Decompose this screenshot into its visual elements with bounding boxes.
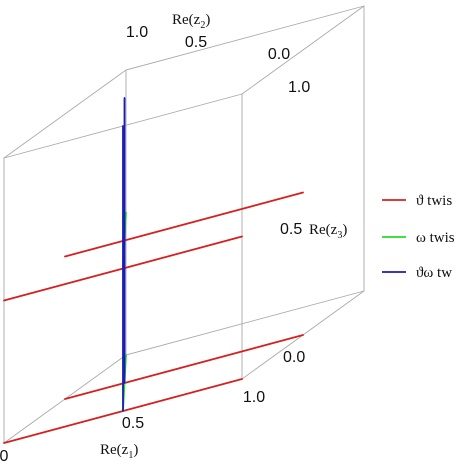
legend-label: ϑ twis	[416, 193, 452, 209]
z-tick-label: 1.0	[288, 79, 310, 96]
series-line-1	[64, 191, 304, 258]
box-edge	[241, 5, 365, 95]
y-tick-label: 0.5	[185, 34, 207, 51]
y-tick-label: 0.0	[268, 46, 290, 63]
legend-label: ϑω tw	[416, 265, 452, 281]
x-tick-label: 1.0	[243, 389, 265, 406]
legend-label: ω twis	[416, 230, 455, 246]
z-tick-label: 0.0	[283, 349, 305, 366]
box-edge	[3, 69, 127, 159]
x-tick-label: 0	[0, 448, 9, 465]
y-axis-label: Re(z2)	[172, 12, 210, 31]
legend: ϑ twis ω twis ϑω tw	[382, 193, 455, 281]
box-edge	[125, 290, 365, 356]
z-axis-label: Re(z3)	[309, 222, 347, 241]
y-tick-label: 1.0	[126, 24, 148, 41]
box-edge	[125, 5, 365, 71]
z-tick-label: 0.5	[280, 221, 302, 238]
series-line-1	[64, 334, 304, 400]
x-tick-label: 0.5	[122, 415, 144, 432]
x-axis-label: Re(z1)	[100, 442, 138, 461]
series-lines	[3, 97, 304, 444]
